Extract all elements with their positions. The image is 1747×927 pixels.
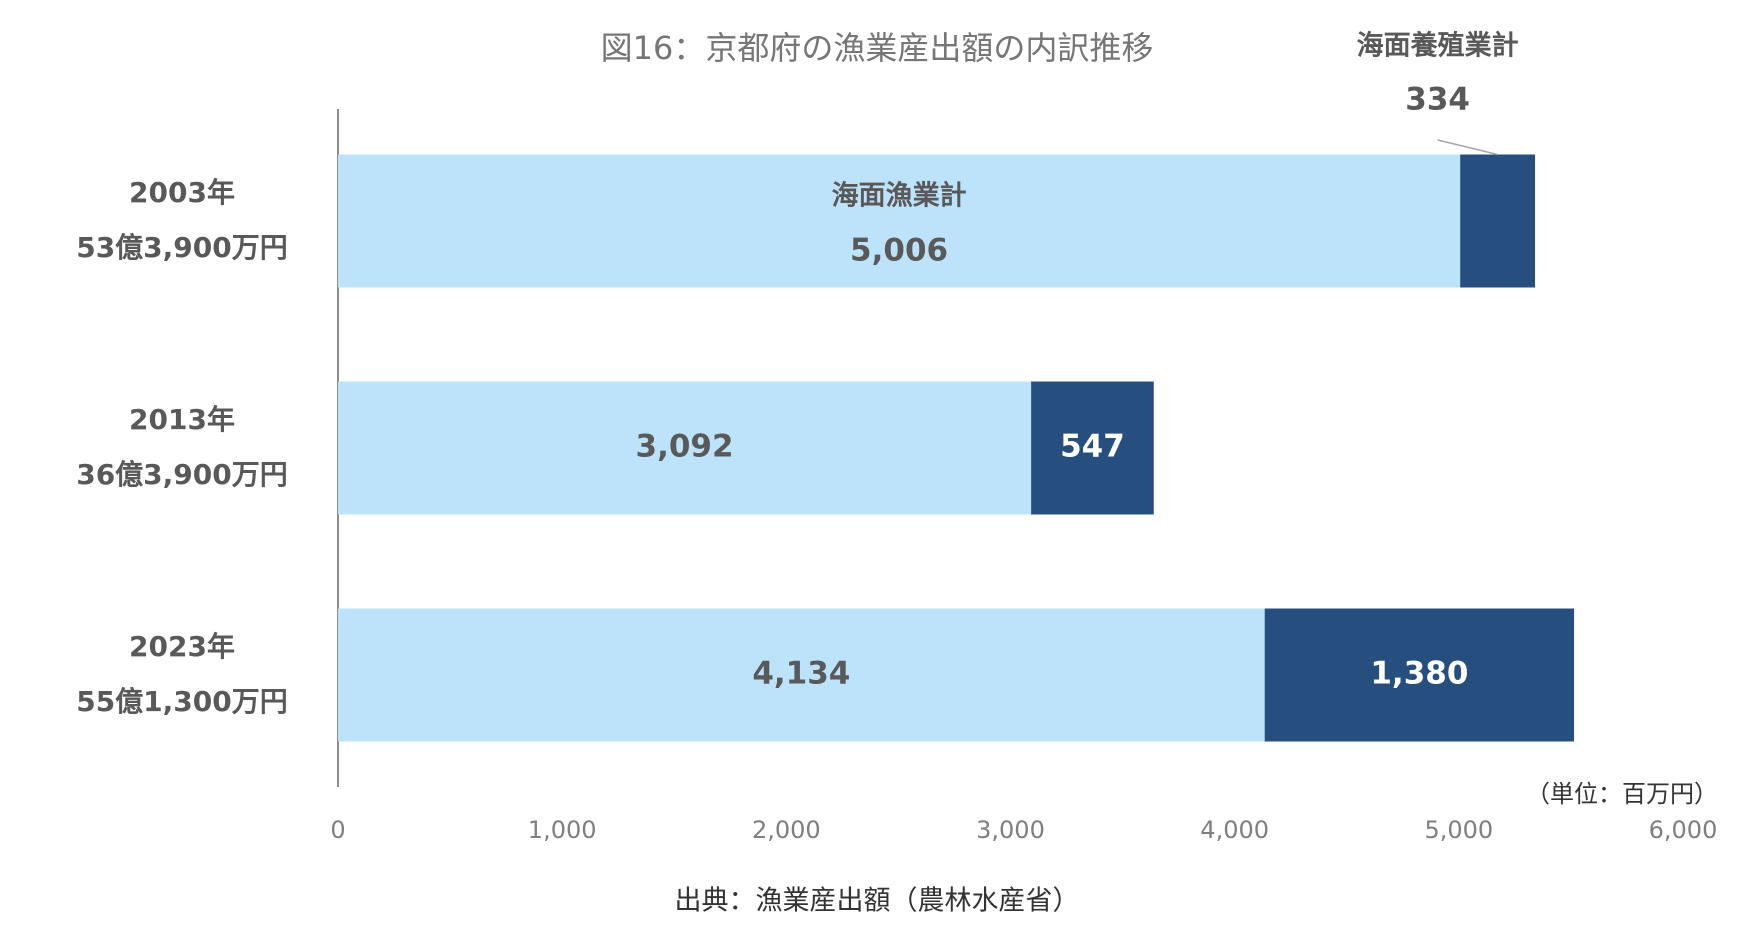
x-tick-label: 3,000 [976, 816, 1045, 844]
value-label: 547 [1060, 429, 1125, 465]
x-tick-label: 5,000 [1424, 816, 1493, 844]
bar-segment [338, 608, 1265, 742]
category-sublabel: 55億1,300万円 [76, 685, 288, 718]
leader-line [1437, 139, 1498, 156]
unit-note: （単位：百万円） [1526, 780, 1718, 808]
x-tick-label: 0 [330, 816, 345, 844]
x-tick-label: 4,000 [1200, 816, 1269, 844]
category-label: 2023年 [129, 630, 235, 663]
series-name-label: 海面漁業計 [832, 180, 967, 212]
category-label: 2003年 [129, 176, 235, 209]
bar-segment [338, 381, 1032, 515]
value-label: 5,006 [850, 233, 948, 269]
chart-title: 図16：京都府の漁業産出額の内訳推移 [601, 29, 1154, 67]
series-name-label: 海面養殖業計 [1357, 30, 1519, 62]
category-label: 2013年 [129, 403, 235, 436]
source-note: 出典：漁業産出額（農林水産省） [675, 886, 1080, 917]
value-label: 3,092 [636, 429, 734, 465]
bar-segment [338, 154, 1461, 288]
category-sublabel: 53億3,900万円 [76, 231, 288, 264]
bar-segment [1031, 381, 1154, 515]
value-label: 4,134 [752, 656, 850, 692]
value-label: 1,380 [1370, 656, 1468, 692]
bar-segment [1264, 608, 1575, 742]
category-sublabel: 36億3,900万円 [76, 458, 288, 491]
x-tick-label: 2,000 [752, 816, 821, 844]
value-label: 334 [1405, 82, 1470, 118]
x-tick-label: 6,000 [1649, 816, 1718, 844]
bar-segment [1460, 154, 1536, 288]
x-tick-label: 1,000 [528, 816, 597, 844]
